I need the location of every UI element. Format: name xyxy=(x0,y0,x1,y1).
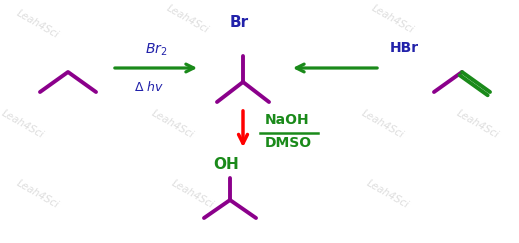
Text: Leah4Sci: Leah4Sci xyxy=(370,3,416,35)
Text: Leah4Sci: Leah4Sci xyxy=(150,108,196,140)
Text: NaOH: NaOH xyxy=(265,113,310,127)
Text: Leah4Sci: Leah4Sci xyxy=(170,178,216,210)
Text: Leah4Sci: Leah4Sci xyxy=(15,8,61,40)
Text: $\mathit{Br_2}$: $\mathit{Br_2}$ xyxy=(145,42,167,58)
Text: Leah4Sci: Leah4Sci xyxy=(165,3,211,35)
Text: Br: Br xyxy=(229,15,249,30)
Text: OH: OH xyxy=(213,157,239,172)
Text: Leah4Sci: Leah4Sci xyxy=(365,178,411,210)
Text: Leah4Sci: Leah4Sci xyxy=(360,108,406,140)
Text: HBr: HBr xyxy=(390,41,419,55)
Text: Leah4Sci: Leah4Sci xyxy=(15,178,61,210)
Text: Leah4Sci: Leah4Sci xyxy=(0,108,46,140)
Text: Leah4Sci: Leah4Sci xyxy=(455,108,501,140)
Text: DMSO: DMSO xyxy=(265,136,312,150)
Text: $\Delta$ $hv$: $\Delta$ $hv$ xyxy=(134,80,164,94)
